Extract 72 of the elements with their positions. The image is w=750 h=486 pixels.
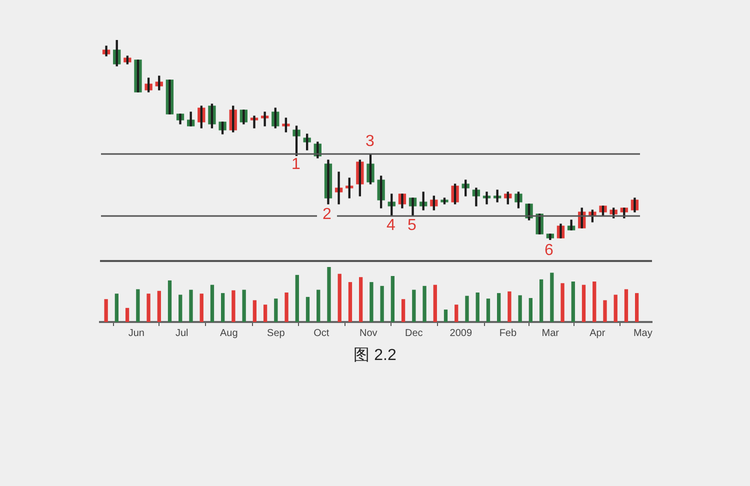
bar bbox=[465, 296, 469, 322]
bar bbox=[528, 298, 533, 322]
bar bbox=[242, 290, 246, 322]
bar bbox=[539, 279, 544, 322]
text: 6 bbox=[539, 242, 559, 260]
bar bbox=[327, 267, 331, 322]
bar bbox=[614, 294, 618, 322]
bar bbox=[635, 293, 639, 322]
bar bbox=[114, 294, 119, 322]
annotation: 2 bbox=[317, 206, 337, 224]
bar bbox=[476, 292, 480, 322]
caption: 图 2.2 bbox=[352, 346, 398, 366]
bar bbox=[295, 274, 299, 322]
bar bbox=[146, 294, 150, 322]
bar bbox=[157, 290, 161, 322]
bar bbox=[284, 292, 288, 322]
bar bbox=[125, 308, 130, 322]
x-tick-label: Apr bbox=[590, 328, 606, 339]
bar bbox=[592, 282, 596, 322]
bar bbox=[221, 293, 225, 322]
bar bbox=[306, 296, 310, 322]
x-tick-label: May bbox=[633, 328, 652, 339]
bar bbox=[390, 276, 395, 322]
x-tick-label: 2009 bbox=[450, 328, 472, 339]
x-tick-label: Nov bbox=[360, 328, 378, 339]
bar bbox=[486, 298, 490, 322]
bar bbox=[454, 304, 458, 322]
bar bbox=[508, 291, 512, 322]
bar bbox=[274, 298, 278, 322]
x-tick-label: Oct bbox=[314, 328, 330, 339]
bar bbox=[401, 299, 406, 322]
bar bbox=[433, 284, 437, 322]
bar bbox=[550, 272, 554, 322]
bar bbox=[571, 282, 575, 322]
bar bbox=[422, 286, 426, 322]
bar bbox=[189, 290, 193, 322]
bar bbox=[412, 290, 416, 322]
bar bbox=[316, 290, 320, 322]
candlestick bbox=[134, 60, 142, 92]
bar bbox=[582, 284, 586, 322]
bar bbox=[200, 294, 204, 322]
annotation: 3 bbox=[360, 133, 380, 151]
bar bbox=[603, 300, 607, 322]
bar bbox=[380, 286, 384, 322]
bar bbox=[263, 304, 268, 322]
bar bbox=[444, 310, 448, 322]
bar bbox=[232, 290, 236, 322]
bar bbox=[497, 293, 501, 322]
x-tick-label: Feb bbox=[499, 328, 517, 339]
x-tick-label: Jun bbox=[128, 328, 144, 339]
bar bbox=[104, 299, 108, 322]
x-tick-label: Jul bbox=[175, 328, 188, 339]
bar bbox=[252, 300, 257, 322]
bar bbox=[624, 289, 628, 322]
bar bbox=[359, 277, 363, 322]
x-tick-label: Aug bbox=[220, 328, 238, 339]
annotation: 1 bbox=[286, 156, 306, 174]
bar bbox=[518, 295, 522, 322]
x-tick-label: Sep bbox=[267, 328, 286, 339]
bar bbox=[370, 282, 374, 322]
x-tick-label: Mar bbox=[542, 328, 560, 339]
bar bbox=[560, 283, 564, 322]
x-tick-label: Dec bbox=[405, 328, 423, 339]
annotation: 4 bbox=[381, 217, 401, 235]
bar bbox=[178, 294, 182, 322]
bar bbox=[168, 280, 172, 322]
bar bbox=[136, 289, 140, 322]
bar bbox=[348, 282, 352, 322]
annotation: 5 bbox=[402, 217, 422, 235]
bar bbox=[210, 284, 214, 322]
bar bbox=[338, 274, 342, 322]
candlestick bbox=[166, 80, 174, 114]
